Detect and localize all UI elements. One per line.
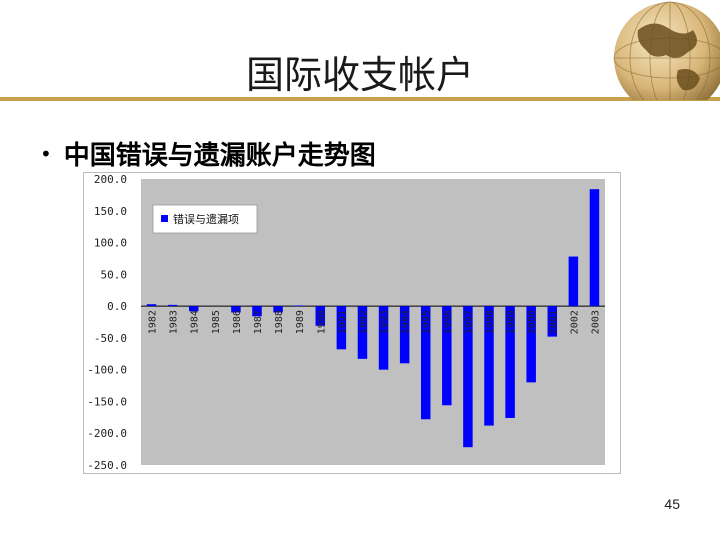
bar bbox=[294, 305, 304, 307]
bar bbox=[526, 306, 536, 383]
y-tick-label: 0.0 bbox=[107, 300, 127, 313]
x-tick-label: 2000 bbox=[527, 310, 538, 334]
bar bbox=[484, 306, 494, 426]
y-tick-label: -150.0 bbox=[87, 395, 127, 408]
y-tick-label: -200.0 bbox=[87, 427, 127, 440]
legend-box bbox=[152, 204, 258, 234]
x-tick-label: 1984 bbox=[190, 310, 201, 334]
y-tick-label: 100.0 bbox=[94, 237, 127, 250]
bar bbox=[420, 306, 431, 420]
bar bbox=[568, 256, 579, 307]
bar bbox=[252, 306, 262, 317]
bar bbox=[463, 306, 473, 448]
y-tick-label: 150.0 bbox=[94, 205, 127, 218]
bar-chart: 200.0 150.0 100.0 50.0 0.0 -50.0 -100.0 -150.0 -… bbox=[87, 173, 605, 472]
bar bbox=[357, 306, 368, 359]
bar bbox=[231, 306, 241, 313]
bar bbox=[336, 306, 347, 350]
bar bbox=[505, 306, 515, 418]
x-tick-label: 1990 bbox=[316, 310, 327, 334]
y-tick-label: 50.0 bbox=[101, 268, 128, 281]
y-tick-label: 200.0 bbox=[94, 173, 127, 186]
x-tick-label: 1986 bbox=[232, 310, 243, 334]
legend-swatch bbox=[161, 215, 168, 222]
bullet-text: 中国错误与遗漏账户走势图 bbox=[63, 141, 376, 171]
legend-label: 错误与遗漏项 bbox=[173, 212, 239, 226]
bar bbox=[399, 306, 410, 364]
x-tick-label: 1983 bbox=[169, 310, 180, 334]
bar bbox=[442, 306, 452, 406]
bar bbox=[589, 189, 600, 307]
x-tick-label: 1991 bbox=[337, 310, 348, 334]
y-tick-label: -100.0 bbox=[87, 364, 127, 377]
bullet-item: • 中国错误与遗漏账户走势图 bbox=[40, 135, 376, 172]
bar bbox=[273, 306, 283, 313]
chart-container: 200.0 150.0 100.0 50.0 0.0 -50.0 -100.0 -150.0 -… bbox=[83, 172, 621, 474]
x-tick-label: 1999 bbox=[506, 310, 517, 334]
x-tick-label: 1997 bbox=[464, 310, 475, 334]
bar bbox=[378, 306, 389, 370]
x-tick-label: 1985 bbox=[211, 310, 222, 334]
x-tick-label: 1995 bbox=[422, 310, 433, 334]
slide-title: 国际收支帐户 bbox=[245, 53, 474, 97]
bar bbox=[547, 306, 558, 337]
bullet-dot: • bbox=[40, 142, 52, 166]
y-tick-label: -250.0 bbox=[87, 459, 127, 472]
title-rule bbox=[0, 97, 720, 101]
x-tick-label: 1993 bbox=[380, 310, 391, 334]
x-tick-label: 1992 bbox=[358, 310, 369, 334]
x-tick-label: 1989 bbox=[295, 310, 306, 334]
x-tick-label: 1988 bbox=[274, 310, 285, 334]
x-tick-label: 2003 bbox=[590, 310, 601, 334]
x-tick-label: 1987 bbox=[253, 310, 264, 334]
y-tick-label: -50.0 bbox=[94, 332, 127, 345]
bar bbox=[315, 306, 326, 326]
x-tick-label: 1982 bbox=[148, 310, 159, 334]
x-tick-label: 1996 bbox=[443, 310, 454, 334]
x-tick-label: 1994 bbox=[401, 310, 412, 334]
x-tick-label: 2001 bbox=[548, 310, 559, 334]
bar bbox=[188, 306, 199, 312]
x-tick-label: 1998 bbox=[485, 310, 496, 334]
page-number: 45 bbox=[664, 496, 680, 512]
bar bbox=[146, 304, 157, 307]
x-tick-label: 2002 bbox=[569, 310, 580, 334]
globe-icon bbox=[613, 1, 720, 100]
bar bbox=[167, 304, 178, 307]
